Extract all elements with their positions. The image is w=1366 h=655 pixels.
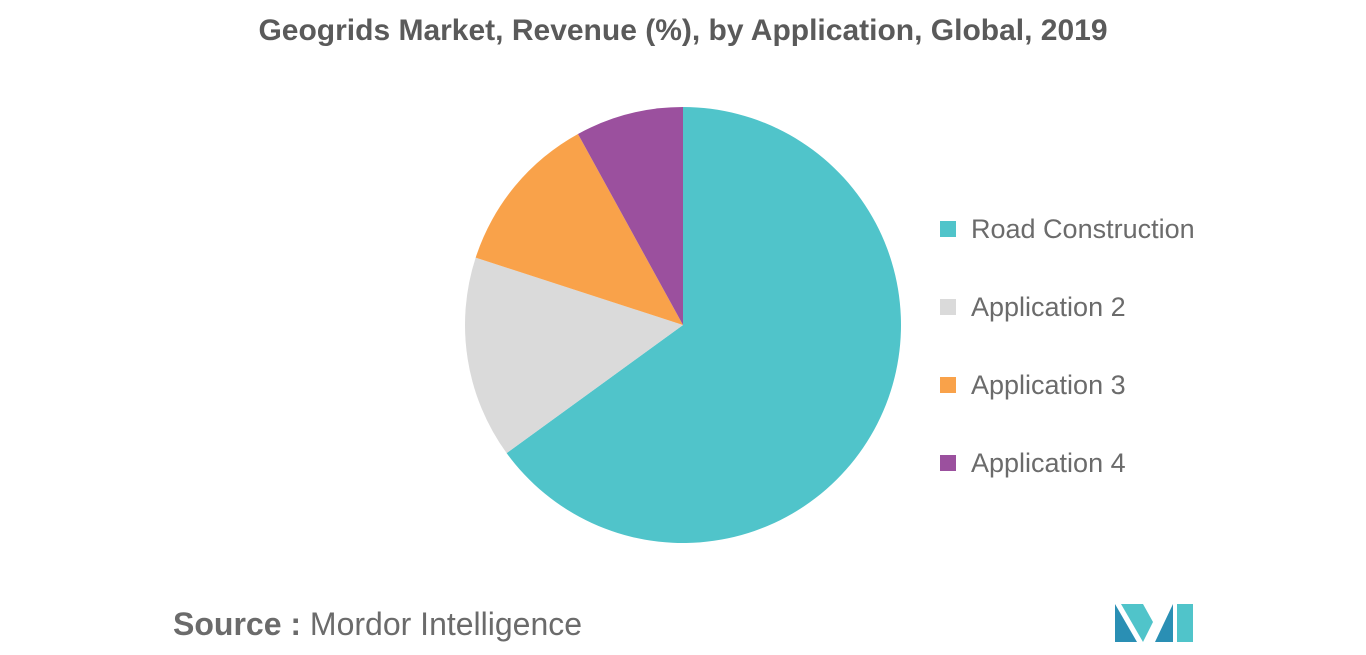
legend-swatch bbox=[940, 377, 956, 393]
legend-item: Application 3 bbox=[940, 346, 1195, 424]
legend-label: Road Construction bbox=[971, 214, 1195, 245]
legend-label: Application 2 bbox=[971, 292, 1126, 323]
legend-swatch bbox=[940, 299, 956, 315]
legend-item: Application 4 bbox=[940, 424, 1195, 502]
logo-right-shape bbox=[1155, 604, 1173, 642]
source-label: Source : bbox=[173, 606, 301, 642]
source-value: Mordor Intelligence bbox=[310, 606, 582, 642]
legend-item: Application 2 bbox=[940, 268, 1195, 346]
source-note: Source : Mordor Intelligence bbox=[173, 606, 582, 643]
legend-label: Application 4 bbox=[971, 448, 1126, 479]
legend-label: Application 3 bbox=[971, 370, 1126, 401]
logo-bar-shape bbox=[1177, 604, 1193, 642]
mordor-logo-icon bbox=[1115, 600, 1193, 642]
legend-item: Road Construction bbox=[940, 190, 1195, 268]
pie-slices bbox=[465, 107, 901, 543]
legend-swatch bbox=[940, 455, 956, 471]
chart-legend: Road Construction Application 2 Applicatio… bbox=[940, 190, 1195, 502]
legend-swatch bbox=[940, 221, 956, 237]
